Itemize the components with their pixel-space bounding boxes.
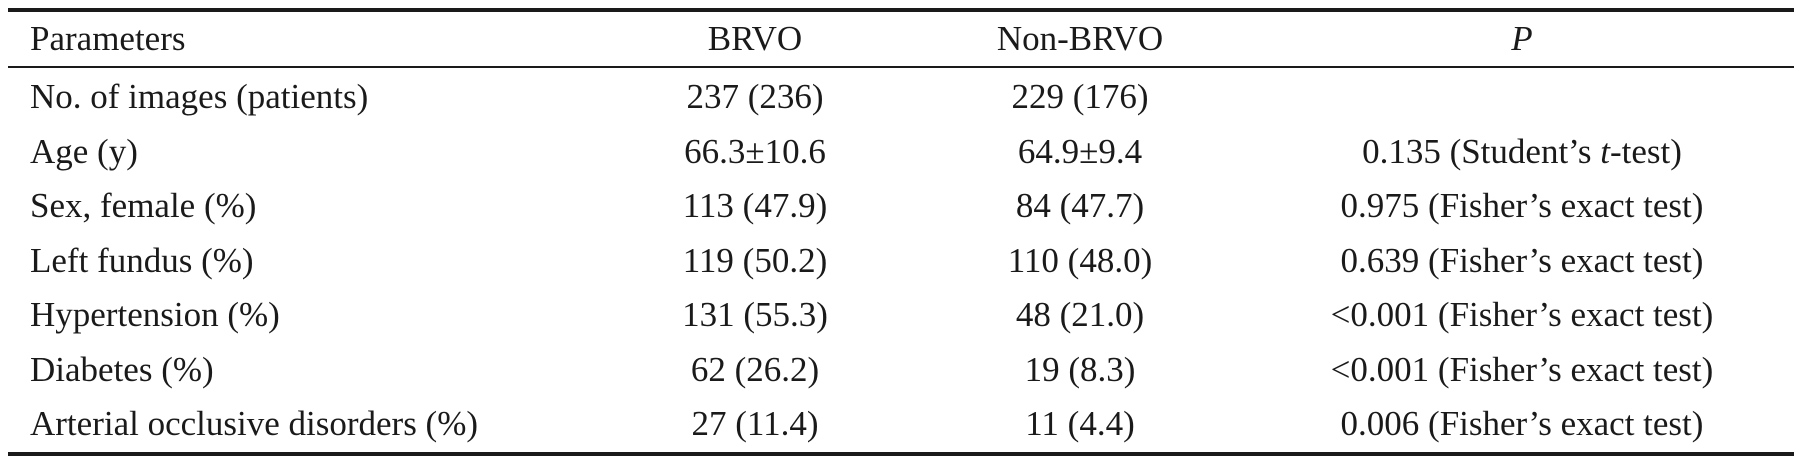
header-row: Parameters BRVO Non-BRVO P <box>8 10 1794 67</box>
p-test-name: (Fisher’s exact test) <box>1429 349 1714 389</box>
cell-p-value: 0.639 (Fisher’s exact test) <box>1250 234 1794 289</box>
cell-p-value <box>1250 67 1794 125</box>
cell-parameter: Hypertension (%) <box>30 295 280 335</box>
cell-p-value: <0.001 (Fisher’s exact test) <box>1250 343 1794 398</box>
table-row: Age (y) 66.3±10.6 64.9±9.4 0.135 (Student’s… <box>8 125 1794 180</box>
cell-brvo: 62 (26.2) <box>690 349 820 389</box>
table-header: Parameters BRVO Non-BRVO P <box>8 10 1794 67</box>
cell-p-value: 0.006 (Fisher’s exact test) <box>1250 397 1794 454</box>
table-row: Diabetes (%) 62 (26.2) 19 (8.3) <0.001 (Fis… <box>8 343 1794 398</box>
header-p-value: P <box>1511 18 1533 58</box>
header-parameters: Parameters <box>30 18 186 58</box>
table-body: No. of images (patients) 237 (236) 229 (17… <box>8 67 1794 454</box>
p-value: 0.006 <box>1340 404 1420 444</box>
p-test-name: (Student’s <box>1440 131 1601 171</box>
cell-non-brvo: 11 (4.4) <box>1025 404 1135 444</box>
cell-brvo: 237 (236) <box>686 77 824 117</box>
cell-parameter: Diabetes (%) <box>30 349 214 389</box>
header-brvo: BRVO <box>707 18 803 58</box>
cell-parameter: Sex, female (%) <box>30 186 257 226</box>
cell-brvo: 27 (11.4) <box>691 404 819 444</box>
table-row: Hypertension (%) 131 (55.3) 48 (21.0) <0.00… <box>8 288 1794 343</box>
p-value: 0.639 <box>1340 240 1420 280</box>
p-test-name: (Fisher’s exact test) <box>1419 240 1704 280</box>
cell-parameter: Age (y) <box>30 131 138 171</box>
cell-non-brvo: 229 (176) <box>1011 77 1149 117</box>
p-test-italic: t <box>1600 131 1610 171</box>
characteristics-table: Parameters BRVO Non-BRVO P No. of images… <box>8 8 1794 456</box>
p-test-name: (Fisher’s exact test) <box>1419 404 1704 444</box>
table-row: No. of images (patients) 237 (236) 229 (17… <box>8 67 1794 125</box>
cell-p-value: 0.135 (Student’s t-test) <box>1250 125 1794 180</box>
cell-parameter: No. of images (patients) <box>30 77 369 117</box>
cell-brvo: 131 (55.3) <box>682 295 828 335</box>
cell-non-brvo: 19 (8.3) <box>1024 349 1136 389</box>
cell-brvo: 66.3±10.6 <box>684 131 826 171</box>
p-test-name: (Fisher’s exact test) <box>1429 295 1714 335</box>
table-row: Sex, female (%) 113 (47.9) 84 (47.7) 0.975 … <box>8 179 1794 234</box>
header-non-brvo: Non-BRVO <box>996 18 1164 58</box>
cell-non-brvo: 110 (48.0) <box>1007 240 1153 280</box>
table-row: Arterial occlusive disorders (%) 27 (11.4… <box>8 397 1794 454</box>
cell-non-brvo: 48 (21.0) <box>1015 295 1145 335</box>
cell-non-brvo: 84 (47.7) <box>1015 186 1145 226</box>
cell-parameter: Arterial occlusive disorders (%) <box>30 404 479 444</box>
cell-p-value: 0.975 (Fisher’s exact test) <box>1250 179 1794 234</box>
p-value: 0.135 <box>1362 131 1441 171</box>
p-value: <0.001 <box>1330 349 1430 389</box>
p-test-suffix: -test) <box>1610 131 1682 171</box>
cell-p-value: <0.001 (Fisher’s exact test) <box>1250 288 1794 343</box>
p-value: 0.975 <box>1340 186 1420 226</box>
p-value: <0.001 <box>1330 295 1430 335</box>
cell-parameter: Left fundus (%) <box>30 240 254 280</box>
p-test-name: (Fisher’s exact test) <box>1419 186 1704 226</box>
table-row: Left fundus (%) 119 (50.2) 110 (48.0) 0.639… <box>8 234 1794 289</box>
characteristics-table-container: Parameters BRVO Non-BRVO P No. of images… <box>8 8 1794 456</box>
cell-brvo: 119 (50.2) <box>682 240 828 280</box>
cell-non-brvo: 64.9±9.4 <box>1017 131 1143 171</box>
cell-brvo: 113 (47.9) <box>682 186 828 226</box>
